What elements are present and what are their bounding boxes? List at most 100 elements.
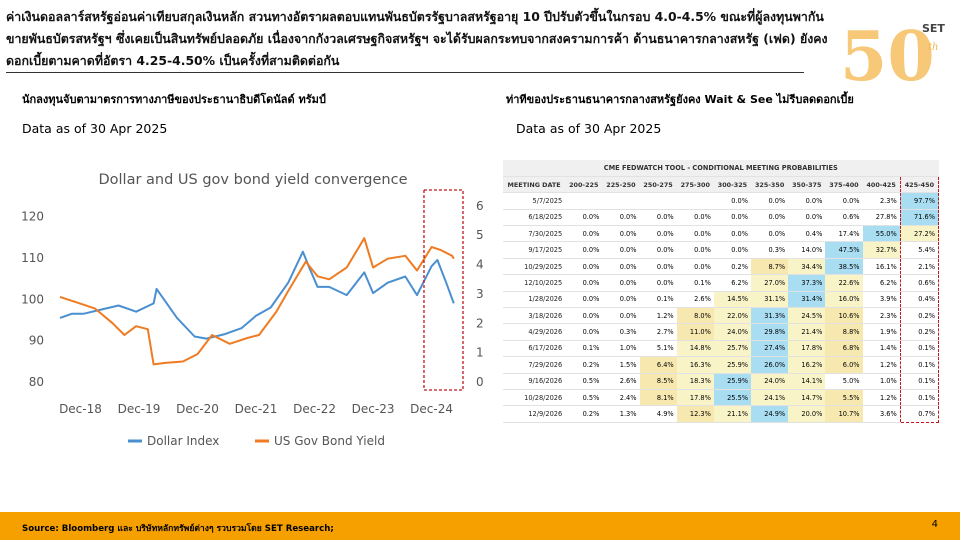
probability-cell: 0.0%	[602, 307, 640, 325]
table-row: 10/29/2025 0.0% 0.0% 0.0% 0.0% 0.2% 8.7% 34.4% 3…	[503, 258, 940, 276]
probability-cell: 0.0%	[602, 291, 640, 309]
probability-cell: 0.1%	[899, 389, 940, 407]
slide-headline: ค่าเงินดอลลาร์สหรัฐอ่อนค่าเทียบสกุลเงินห…	[6, 9, 828, 68]
probability-cell: 6.4%	[639, 356, 677, 374]
probability-cell: 31.4%	[788, 291, 826, 309]
probability-cell: 0.1%	[676, 274, 714, 292]
probability-cell: 0.0%	[565, 209, 603, 227]
probability-cell: 8.8%	[825, 323, 863, 341]
probability-cell: 1.3%	[602, 405, 640, 423]
probability-cell: 2.7%	[639, 323, 677, 341]
probability-cell: 0.0%	[825, 192, 863, 210]
probability-cell: 0.0%	[602, 258, 640, 276]
probability-cell: 16.3%	[676, 356, 714, 374]
probability-cell: 25.5%	[713, 389, 752, 407]
right-tick-label: 5	[476, 228, 484, 242]
column-header: 225-250	[602, 176, 640, 194]
left-tick-label: 90	[29, 334, 44, 348]
table-row: 9/17/2025 0.0% 0.0% 0.0% 0.0% 0.0% 0.3% 14.0% 47…	[503, 241, 940, 259]
table-row: 6/17/2026 0.1% 1.0% 5.1% 14.8% 25.7% 27.4% 17.8…	[503, 340, 940, 358]
probability-cell: 16.0%	[825, 291, 863, 309]
probability-cell: 2.3%	[862, 192, 901, 210]
probability-cell: 0.0%	[713, 209, 752, 227]
probability-cell: 0.2%	[565, 405, 603, 423]
left-tick-label: 100	[21, 292, 44, 306]
probability-cell: 29.8%	[751, 323, 789, 341]
dollar-bond-chart: Dollar and US gov bond yield convergence…	[21, 172, 484, 448]
probability-cell: 3.9%	[862, 291, 901, 309]
probability-cell: 0.0%	[713, 225, 752, 243]
probability-cell: 0.0%	[565, 307, 603, 325]
probability-cell: 0.0%	[565, 323, 603, 341]
left-data-asof: Data as of 30 Apr 2025	[22, 121, 168, 136]
left-subtitle: นักลงทุนจับตามาตรการทางภาษีของประธานาธิบ…	[22, 93, 326, 106]
probability-cell: 26.0%	[751, 356, 789, 374]
series-line-dollar-index	[59, 250, 455, 340]
probability-cell: 0.0%	[565, 274, 603, 292]
column-header: MEETING DATE	[503, 176, 566, 194]
probability-cell: 47.5%	[825, 241, 863, 259]
meeting-date-cell: 10/29/2025	[503, 258, 566, 276]
probability-cell: 24.9%	[751, 405, 789, 423]
column-header: 275-300	[676, 176, 714, 194]
probability-cell: 1.2%	[862, 356, 901, 374]
probability-cell: 0.1%	[899, 356, 940, 374]
probability-cell: 0.0%	[639, 225, 677, 243]
meeting-date-cell: 6/17/2026	[503, 340, 566, 358]
probability-cell: 0.0%	[565, 258, 603, 276]
x-tick-label: Dec-21	[235, 402, 278, 416]
probability-cell: 0.0%	[602, 241, 640, 259]
probability-cell: 10.6%	[825, 307, 863, 325]
meeting-date-cell: 3/18/2026	[503, 307, 566, 325]
column-header: 350-375	[788, 176, 826, 194]
table-row: 10/28/2026 0.5% 2.4% 8.1% 17.8% 25.5% 24.1% 14.…	[503, 389, 940, 407]
meeting-date-cell: 7/29/2026	[503, 356, 566, 374]
probability-cell: 37.3%	[788, 274, 826, 292]
probability-cell: 0.0%	[602, 209, 640, 227]
table-row: 7/29/2026 0.2% 1.5% 6.4% 16.3% 25.9% 26.0% 16.2…	[503, 356, 940, 374]
meeting-date-cell: 12/9/2026	[503, 405, 566, 423]
probability-cell	[565, 192, 603, 210]
table-row: 12/9/2026 0.2% 1.3% 4.9% 12.3% 21.1% 24.9% 20.0…	[503, 405, 940, 423]
table-row: 5/7/2025 0.0% 0.0% 0.0% 0.0% 2.3% 97.7%	[503, 192, 940, 210]
right-tick-label: 0	[476, 375, 484, 389]
probability-cell: 31.1%	[751, 291, 789, 309]
table-row: 4/29/2026 0.0% 0.3% 2.7% 11.0% 24.0% 29.8% 21.4…	[503, 323, 940, 341]
probability-cell: 5.5%	[825, 389, 863, 407]
probability-cell: 2.1%	[899, 258, 940, 276]
meeting-date-cell: 12/10/2025	[503, 274, 566, 292]
probability-cell: 5.0%	[825, 373, 863, 390]
meeting-date-cell: 9/17/2025	[503, 241, 566, 259]
table-row: 9/16/2026 0.5% 2.6% 8.5% 18.3% 25.9% 24.0% 14.1…	[503, 373, 940, 390]
set-50th-logo: 50 SET th	[840, 17, 945, 86]
probability-cell: 6.0%	[825, 356, 863, 374]
table-row: 12/10/2025 0.0% 0.0% 0.0% 0.1% 6.2% 27.0% 37.3%…	[503, 274, 940, 292]
table-row: 1/28/2026 0.0% 0.0% 0.1% 2.6% 14.5% 31.1% 31.4%…	[503, 291, 940, 309]
column-header: 300-325	[713, 176, 752, 194]
column-header: 400-425	[862, 176, 901, 194]
x-tick-label: Dec-19	[118, 402, 161, 416]
right-tick-label: 2	[476, 316, 484, 330]
left-tick-label: 110	[21, 251, 44, 265]
probability-cell: 71.6%	[899, 209, 940, 227]
x-tick-label: Dec-20	[176, 402, 219, 416]
column-header: 250-275	[639, 176, 677, 194]
right-data-asof: Data as of 30 Apr 2025	[516, 121, 662, 136]
probability-cell: 25.9%	[713, 356, 752, 374]
probability-cell: 27.4%	[751, 340, 789, 358]
headline-divider	[6, 72, 804, 73]
probability-cell: 1.0%	[602, 340, 640, 358]
probability-cell: 14.1%	[788, 373, 826, 390]
probability-cell: 11.0%	[676, 323, 714, 341]
probability-cell: 0.0%	[565, 291, 603, 309]
right-tick-label: 4	[476, 258, 484, 272]
probability-cell: 4.9%	[639, 405, 677, 423]
left-tick-label: 80	[29, 375, 44, 389]
probability-cell: 0.0%	[639, 209, 677, 227]
probability-cell: 17.4%	[825, 225, 863, 243]
probability-cell: 38.5%	[825, 258, 863, 276]
probability-cell: 0.1%	[899, 373, 940, 390]
probability-cell: 1.0%	[862, 373, 901, 390]
probability-cell: 0.0%	[751, 209, 789, 227]
probability-cell: 0.0%	[713, 192, 752, 210]
